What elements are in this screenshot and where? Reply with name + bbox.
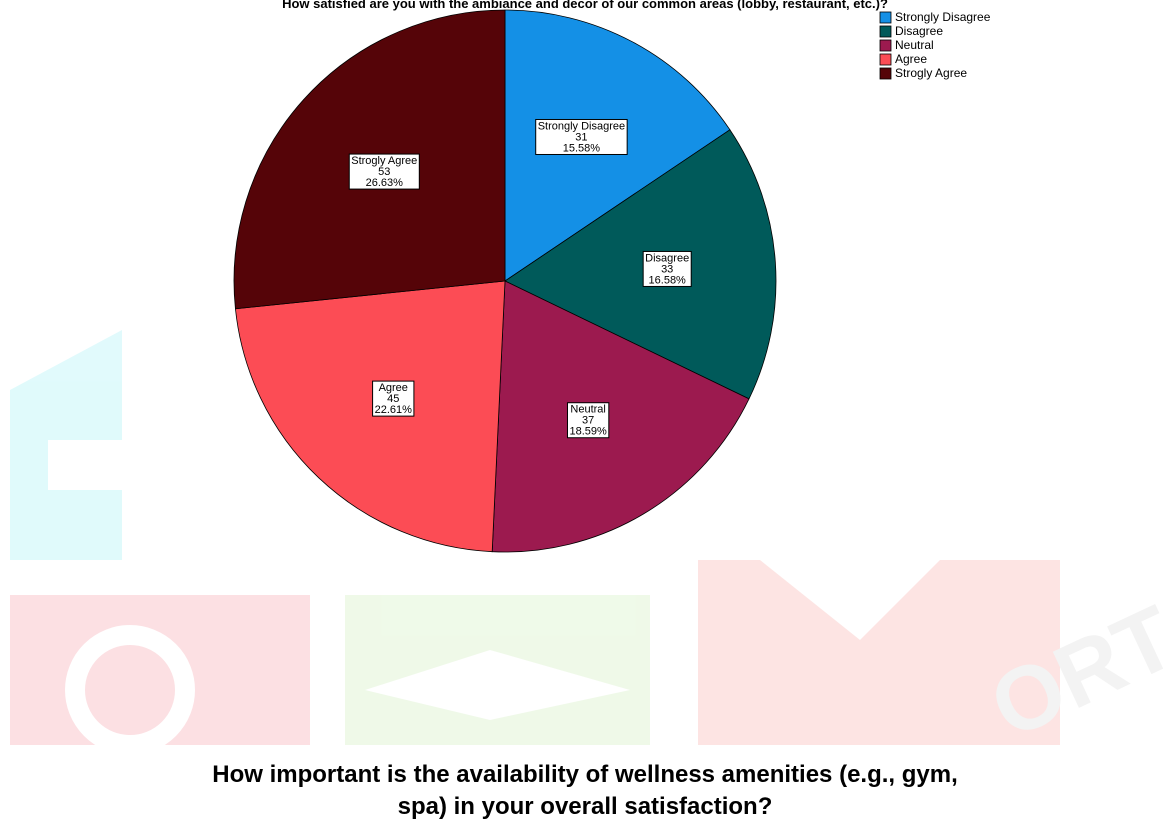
label-text: 33 bbox=[661, 263, 673, 275]
legend-swatch bbox=[879, 53, 892, 66]
label-text: Agree bbox=[379, 382, 408, 394]
watermark: ORT bbox=[10, 330, 1171, 758]
label-text: Strogly Agree bbox=[351, 155, 417, 167]
watermark-shape bbox=[760, 560, 940, 640]
label-box bbox=[535, 118, 628, 155]
label-text: 37 bbox=[582, 415, 594, 427]
annotation: How important is the availability of wel… bbox=[212, 761, 958, 788]
legend-swatch bbox=[879, 11, 892, 24]
watermark-shape bbox=[48, 440, 122, 490]
label-text: Strongly Disagree bbox=[538, 120, 625, 132]
watermark-shape bbox=[345, 595, 650, 745]
pie-slice bbox=[234, 280, 506, 553]
legend-label: Neutral bbox=[895, 38, 934, 52]
legend-label: Strogly Agree bbox=[895, 66, 967, 80]
label-text: 16.58% bbox=[649, 274, 687, 286]
legend-swatch bbox=[879, 39, 892, 52]
label-text: 22.61% bbox=[375, 404, 413, 416]
label-text: 31 bbox=[575, 131, 587, 143]
watermark-shape bbox=[10, 330, 122, 560]
label-text: 26.63% bbox=[366, 177, 404, 189]
label-box bbox=[642, 250, 692, 287]
label-box bbox=[348, 153, 420, 190]
pie bbox=[233, 9, 777, 553]
pie-slice bbox=[491, 280, 750, 553]
legend-swatch bbox=[879, 67, 892, 80]
annotation: spa) in your overall satisfaction? bbox=[398, 793, 773, 820]
watermark-shape bbox=[65, 625, 195, 755]
label-text: 18.59% bbox=[569, 426, 607, 438]
watermark-shape bbox=[365, 650, 630, 720]
label-text: 15.58% bbox=[563, 142, 601, 154]
legend: Strongly DisagreeDisagreeNeutralAgreeStr… bbox=[879, 10, 991, 80]
legend-label: Agree bbox=[895, 52, 927, 66]
label-text: 45 bbox=[387, 393, 399, 405]
label-text: Disagree bbox=[645, 252, 689, 264]
label-box bbox=[566, 402, 610, 439]
label-box bbox=[372, 380, 415, 417]
legend-label: Disagree bbox=[895, 24, 943, 38]
legend-swatch bbox=[879, 25, 892, 38]
chart-title: How satisfied are you with the ambiance … bbox=[282, 0, 888, 11]
label-text: Neutral bbox=[570, 404, 605, 416]
label-text: 53 bbox=[378, 166, 390, 178]
watermark-shape bbox=[698, 560, 1060, 745]
watermark-shape bbox=[10, 595, 310, 745]
legend-label: Strongly Disagree bbox=[895, 10, 991, 24]
pie-slice bbox=[504, 129, 777, 400]
